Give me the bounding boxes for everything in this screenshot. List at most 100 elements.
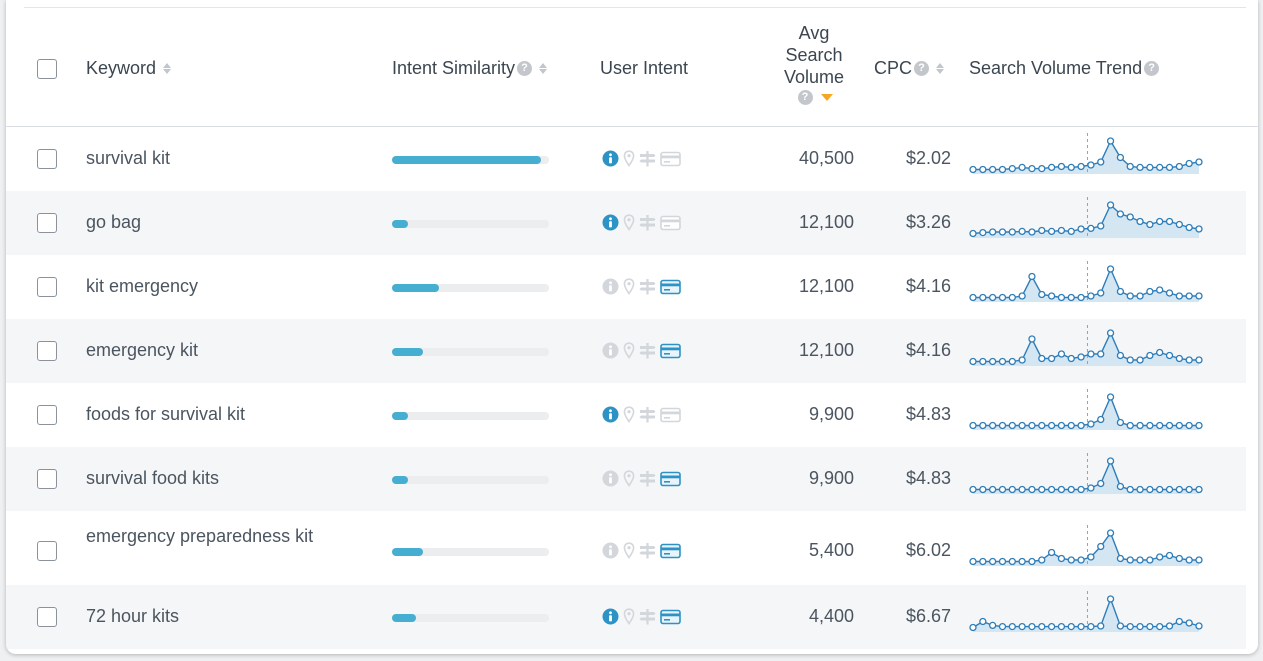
table-row[interactable]: survival kit 40,500 $2.02 [6, 127, 1246, 191]
trend-point [1038, 354, 1046, 363]
user-intent-icons [602, 406, 681, 423]
search-volume-trend-column-header: Search Volume Trend ? [969, 56, 1160, 80]
row-checkbox[interactable] [37, 607, 57, 627]
table-row[interactable]: survival food kits 9,900 $4.83 [6, 447, 1246, 511]
navigational-intent-icon [639, 407, 656, 423]
search-volume-trend-cell [968, 453, 1204, 502]
trend-point [1146, 556, 1154, 564]
informational-intent-icon [602, 214, 619, 231]
row-checkbox[interactable] [37, 213, 57, 233]
row-checkbox[interactable] [37, 341, 57, 361]
trend-point [969, 421, 977, 430]
trend-point [979, 357, 987, 366]
trend-point [1156, 163, 1164, 172]
table-row[interactable]: go bag 12,100 $3.26 [6, 191, 1246, 255]
trend-point [1185, 223, 1193, 232]
help-icon[interactable]: ? [517, 60, 533, 76]
trend-point [989, 557, 997, 566]
trend-point [998, 622, 1007, 631]
keyword-cell[interactable]: emergency preparedness kit [86, 526, 314, 546]
trend-point [1018, 356, 1026, 364]
trend-point [979, 617, 987, 626]
trend-point [1008, 357, 1016, 366]
trend-point [1077, 293, 1085, 302]
row-checkbox[interactable] [37, 277, 57, 297]
trend-point [1146, 485, 1154, 494]
trend-point [1047, 354, 1056, 363]
keyword-cell[interactable]: go bag [86, 212, 142, 232]
trend-point [1057, 162, 1066, 171]
help-icon[interactable]: ? [1144, 60, 1160, 76]
sort-icon[interactable] [163, 62, 172, 74]
search-volume-cell: 4,400 [808, 606, 854, 626]
keyword-cell[interactable]: kit emergency [86, 276, 199, 296]
trend-point [1106, 529, 1115, 537]
help-icon[interactable]: ? [797, 90, 813, 105]
informational-intent-icon [602, 278, 619, 295]
sort-desc-icon[interactable] [820, 94, 833, 101]
trend-point [1106, 201, 1115, 209]
table-row[interactable]: foods for survival kit 9,900 $4.83 [6, 383, 1246, 447]
trend-point [1038, 485, 1046, 494]
keyword-cell[interactable]: survival food kits [86, 468, 220, 488]
table-row[interactable]: emergency preparedness kit 5,400 $6.02 [6, 511, 1246, 585]
help-icon[interactable]: ? [914, 60, 930, 76]
table-row[interactable]: kit emergency 12,100 $4.16 [6, 255, 1246, 319]
trend-point [989, 228, 997, 236]
trend-point [1087, 420, 1095, 428]
trend-point [1057, 293, 1066, 302]
trend-point [1116, 482, 1125, 491]
table-row[interactable]: 72 hour kits 4,400 $6.67 [6, 585, 1246, 649]
trend-point [1165, 622, 1174, 630]
trend-point [1146, 622, 1154, 631]
keyword-cell[interactable]: emergency kit [86, 340, 199, 360]
sort-icon[interactable] [936, 62, 945, 74]
keyword-cell[interactable]: foods for survival kit [86, 404, 246, 424]
trend-point [1077, 622, 1085, 631]
select-all-checkbox[interactable] [37, 59, 57, 79]
search-volume-trend-sparkline [969, 133, 1203, 174]
informational-intent-icon [602, 150, 619, 167]
trend-point [1028, 622, 1036, 631]
trend-point [1018, 485, 1026, 494]
keyword-cell[interactable]: 72 hour kits [86, 606, 180, 626]
trend-point [1175, 421, 1183, 430]
search-volume-trend-cell [968, 525, 1204, 574]
row-checkbox[interactable] [37, 469, 57, 489]
cpc-column-header[interactable]: CPC ? [874, 56, 945, 80]
trend-point [1038, 226, 1046, 235]
avg-search-volume-column-header[interactable]: Avg Search Volume ? [773, 22, 855, 105]
intent-similarity-fill [392, 220, 408, 228]
trend-point [1136, 356, 1144, 364]
trend-point [1008, 622, 1016, 631]
search-volume-trend-cell [968, 591, 1204, 640]
trend-point [1047, 548, 1056, 557]
trend-point [1097, 158, 1105, 166]
row-checkbox[interactable] [37, 541, 57, 561]
trend-point [1087, 553, 1095, 561]
trend-point [1028, 485, 1036, 494]
trend-point [1018, 227, 1026, 236]
trend-point [1106, 265, 1115, 273]
sort-icon[interactable] [539, 62, 548, 74]
trend-point [1047, 485, 1056, 494]
trend-point [1126, 622, 1134, 631]
row-checkbox[interactable] [37, 405, 57, 425]
trend-point [1008, 557, 1016, 566]
intent-similarity-column-header[interactable]: Intent Similarity ? [392, 56, 548, 80]
keyword-cell[interactable]: survival kit [86, 148, 171, 168]
trend-area [973, 205, 1199, 238]
row-checkbox[interactable] [37, 149, 57, 169]
trend-point [1097, 350, 1105, 358]
transactional-intent-icon [660, 343, 681, 358]
table-row[interactable]: emergency kit 12,100 $4.16 [6, 319, 1246, 383]
intent-similarity-fill [392, 412, 408, 420]
keyword-column-header[interactable]: Keyword [86, 56, 172, 80]
transactional-intent-icon [660, 543, 681, 558]
trend-point [1165, 289, 1174, 297]
trend-line [972, 596, 1200, 629]
trend-line [973, 395, 1199, 427]
trend-point [1175, 554, 1183, 563]
trend-point [979, 485, 987, 494]
trend-point [1106, 457, 1115, 465]
